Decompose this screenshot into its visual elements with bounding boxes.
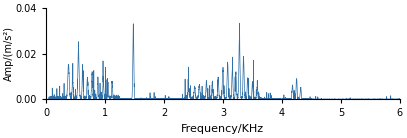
Y-axis label: Amp/(m/s²): Amp/(m/s²) bbox=[4, 26, 14, 81]
X-axis label: Frequency/KHz: Frequency/KHz bbox=[182, 124, 265, 134]
